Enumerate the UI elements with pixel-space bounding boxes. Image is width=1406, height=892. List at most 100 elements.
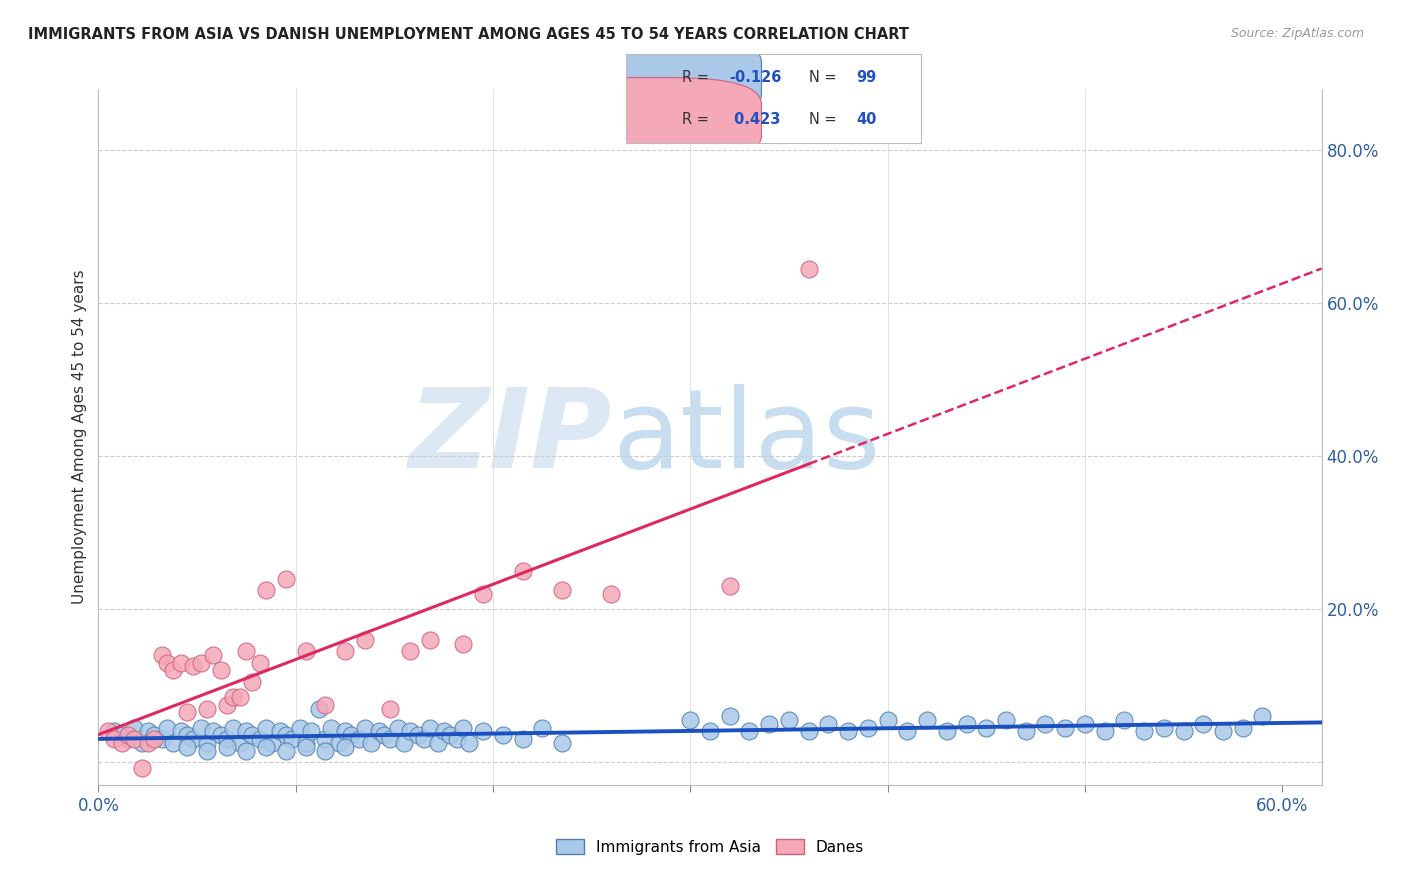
Point [150, 648, 173, 662]
Point [221, 721, 243, 735]
Point [453, 721, 475, 735]
Point [1192, 716, 1215, 731]
Point [156, 721, 179, 735]
Point [117, 728, 139, 742]
Point [254, 721, 277, 735]
Point [142, 728, 165, 742]
Point [778, 713, 800, 727]
Point [360, 736, 382, 750]
Point [353, 721, 375, 735]
Point [453, 636, 475, 650]
Point [758, 716, 780, 731]
Text: 0.423: 0.423 [728, 112, 780, 127]
Point [314, 698, 336, 712]
FancyBboxPatch shape [546, 78, 762, 162]
Point [301, 724, 323, 739]
Point [994, 713, 1017, 727]
Point [340, 728, 363, 742]
Point [679, 713, 702, 727]
Point [551, 736, 574, 750]
Point [136, 736, 159, 750]
Point [600, 587, 623, 601]
Point [122, 732, 145, 747]
Text: 99: 99 [856, 70, 876, 85]
Point [254, 739, 277, 754]
Point [215, 698, 238, 712]
Point [935, 724, 957, 739]
Point [176, 728, 198, 742]
Point [433, 724, 456, 739]
Point [446, 732, 468, 747]
Point [472, 724, 495, 739]
Point [512, 564, 534, 578]
Point [190, 656, 212, 670]
Point [472, 587, 495, 601]
Point [1232, 721, 1254, 735]
Point [406, 728, 429, 742]
Point [181, 732, 204, 747]
Point [817, 716, 839, 731]
Point [353, 632, 375, 647]
Point [240, 674, 263, 689]
Point [117, 732, 139, 747]
Point [314, 732, 336, 747]
Point [718, 709, 741, 723]
Point [181, 659, 204, 673]
Point [321, 721, 343, 735]
Point [1114, 713, 1136, 727]
Point [413, 732, 436, 747]
Point [392, 736, 416, 750]
Point [294, 644, 316, 658]
Point [333, 644, 356, 658]
Point [294, 736, 316, 750]
Point [333, 739, 356, 754]
Point [1015, 724, 1038, 739]
Point [856, 721, 879, 735]
Point [136, 724, 159, 739]
Point [195, 701, 218, 715]
Point [195, 736, 218, 750]
Point [1212, 724, 1234, 739]
Point [458, 736, 481, 750]
Text: -0.126: -0.126 [728, 70, 782, 85]
Point [837, 724, 859, 739]
Point [150, 732, 173, 747]
Point [122, 721, 145, 735]
Point [260, 736, 283, 750]
Point [915, 713, 938, 727]
Point [269, 724, 291, 739]
Point [419, 632, 441, 647]
Point [551, 582, 574, 597]
Point [274, 743, 297, 757]
Point [235, 743, 257, 757]
Point [896, 724, 918, 739]
Point [308, 701, 330, 715]
Point [249, 732, 271, 747]
Text: ZIP: ZIP [409, 384, 612, 491]
Point [201, 648, 224, 662]
Point [240, 728, 263, 742]
Legend: Immigrants from Asia, Danes: Immigrants from Asia, Danes [550, 832, 870, 861]
Point [328, 736, 350, 750]
Point [281, 732, 304, 747]
Point [131, 761, 153, 775]
Point [162, 663, 184, 677]
Point [797, 261, 820, 276]
Point [439, 728, 461, 742]
Text: N =: N = [808, 112, 841, 127]
Point [249, 656, 271, 670]
Text: Source: ZipAtlas.com: Source: ZipAtlas.com [1230, 27, 1364, 40]
Point [426, 736, 449, 750]
Point [1153, 721, 1175, 735]
Point [1251, 709, 1274, 723]
Point [1035, 716, 1057, 731]
Text: IMMIGRANTS FROM ASIA VS DANISH UNEMPLOYMENT AMONG AGES 45 TO 54 YEARS CORRELATIO: IMMIGRANTS FROM ASIA VS DANISH UNEMPLOYM… [28, 27, 910, 42]
Point [373, 728, 395, 742]
Point [1074, 716, 1097, 731]
Point [1054, 721, 1077, 735]
Text: N =: N = [808, 70, 841, 85]
Point [131, 736, 153, 750]
Point [209, 728, 232, 742]
Point [195, 743, 218, 757]
Point [512, 732, 534, 747]
